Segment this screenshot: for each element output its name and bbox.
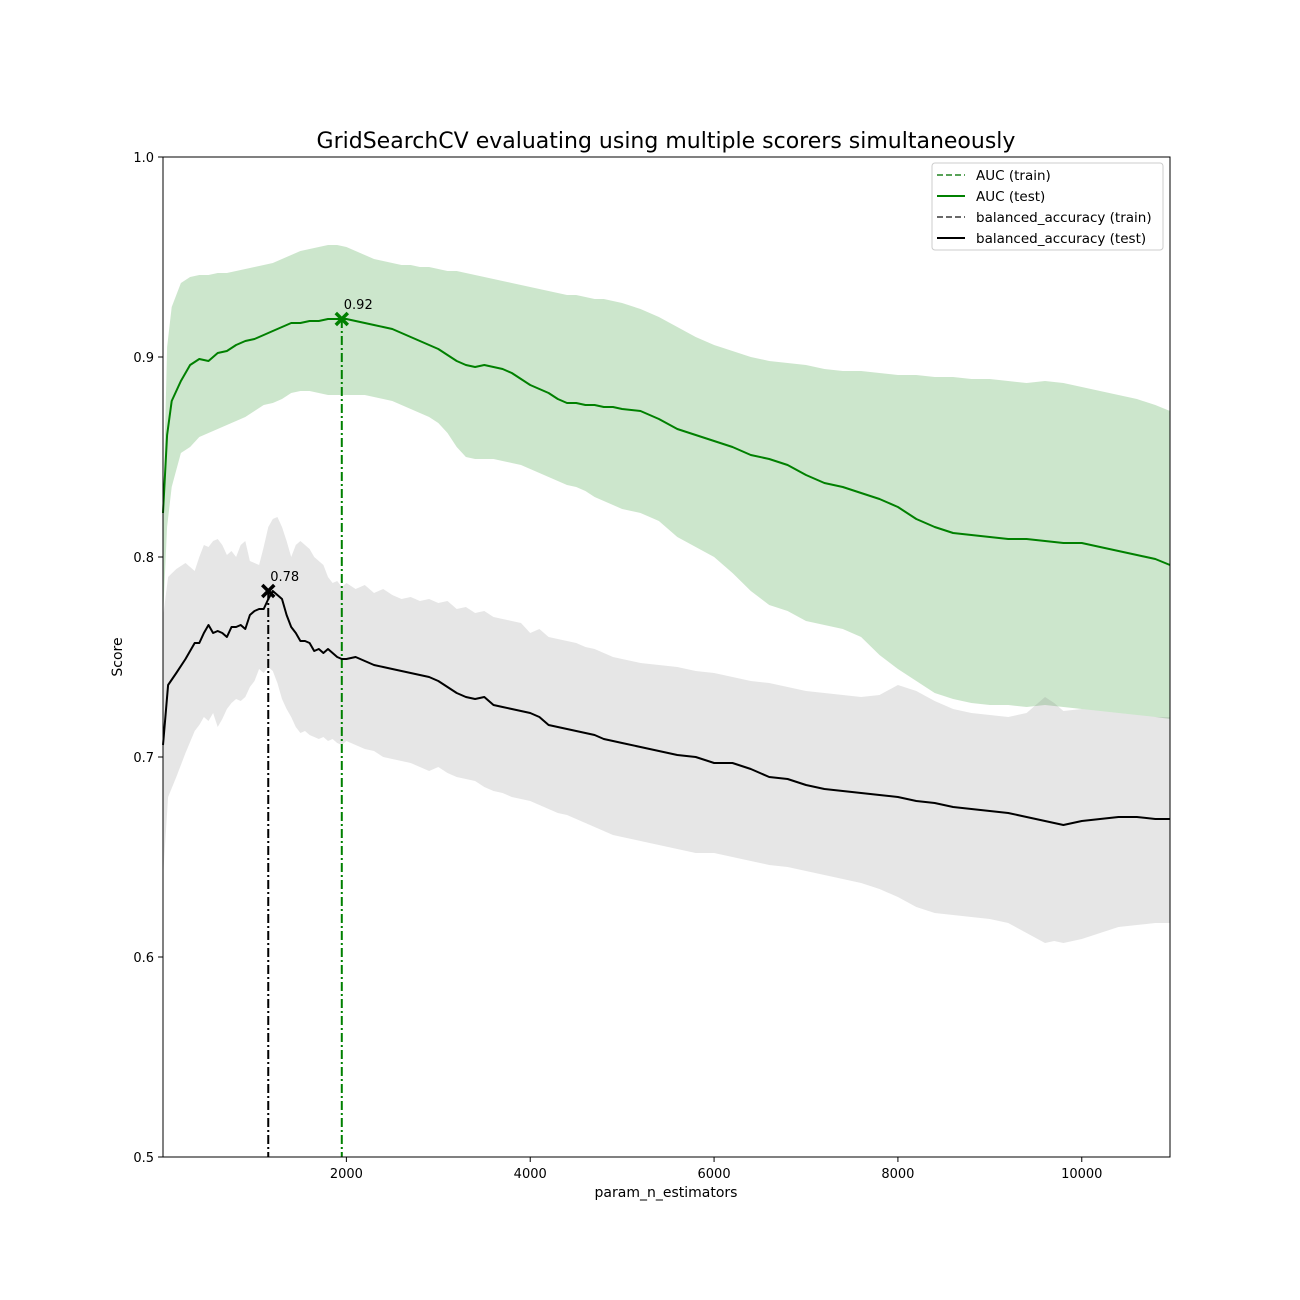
x-axis: 2000 4000 6000 8000 10000 [330,1157,1102,1182]
y-tick-label-0-5: 0.5 [133,1151,154,1166]
best-vlines-layer [267,319,343,1157]
x-tick-label-8000: 8000 [881,1167,914,1182]
auc-test-best-label: 0.92 [344,298,373,313]
best-markers-layer: 0.92 0.78 [261,298,373,599]
x-axis-title: param_n_estimators [595,1185,738,1201]
x-tick-label-6000: 6000 [698,1167,731,1182]
balanced-accuracy-test-line [162,590,1170,826]
x-tick-label-4000: 4000 [514,1167,547,1182]
balanced-accuracy-test-best-label: 0.78 [270,570,299,585]
bands-layer [163,245,1170,943]
legend-box [931,162,1164,251]
legend-label-balanced-accuracy-train: balanced_accuracy (train) [976,210,1152,226]
balanced-accuracy-test-best-marker [261,583,276,599]
auc-test-best-marker [334,311,350,327]
y-tick-label-0-7: 0.7 [133,751,154,766]
legend-label-balanced-accuracy-test: balanced_accuracy (test) [976,231,1146,247]
legend-label-auc-test: AUC (test) [976,189,1045,205]
y-tick-label-0-6: 0.6 [133,951,154,966]
x-tick-label-2000: 2000 [330,1167,363,1182]
balanced-accuracy-test-band [163,517,1170,943]
x-tick-label-10000: 10000 [1061,1167,1102,1182]
y-axis-title: Score [110,637,126,676]
auc-test-line [162,318,1171,566]
legend: AUC (train) AUC (test) balanced_accuracy (… [931,162,1164,251]
plot-frame [162,156,1171,1158]
y-tick-label-0-9: 0.9 [133,351,154,366]
y-axis: 0.5 0.6 0.7 0.8 0.9 1.0 [133,151,163,1166]
auc-test-band [163,245,1170,719]
y-tick-label-0-8: 0.8 [133,551,154,566]
lines-layer [162,318,1171,826]
chart-title: GridSearchCV evaluating using multiple s… [317,129,1016,154]
legend-label-auc-train: AUC (train) [976,168,1051,184]
y-tick-label-1: 1.0 [133,151,154,166]
